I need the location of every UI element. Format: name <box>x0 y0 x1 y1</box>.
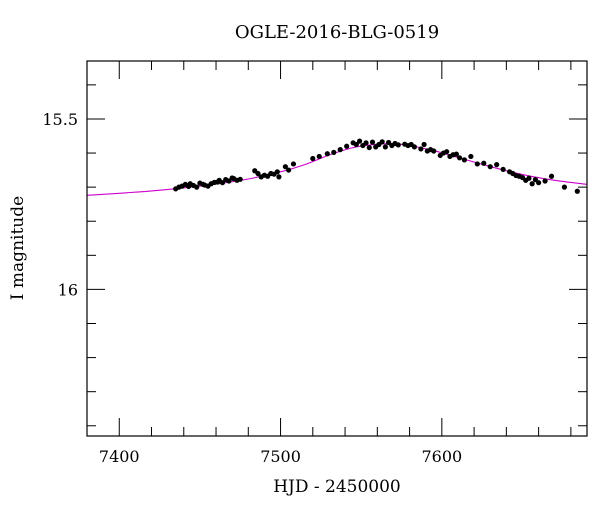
axes-frame <box>86 60 588 437</box>
data-point <box>316 153 322 160</box>
data-point <box>331 149 337 155</box>
data-point <box>369 139 376 145</box>
data-point <box>395 142 401 148</box>
data-point <box>310 155 316 162</box>
data-point <box>363 140 369 146</box>
data-point <box>274 169 280 175</box>
data-point <box>500 166 506 173</box>
data-point <box>494 162 500 168</box>
data-point <box>411 144 418 150</box>
data-point <box>474 161 480 167</box>
data-points-layer <box>173 138 580 194</box>
data-point <box>337 147 343 153</box>
tick-labels: 7400 7500 7600 15.5 16 <box>42 110 462 466</box>
data-point <box>431 148 437 154</box>
data-point <box>532 177 538 183</box>
data-point <box>444 149 450 155</box>
model-curve <box>86 143 588 196</box>
x-tick-label: 7600 <box>421 447 462 466</box>
x-tick-label: 7500 <box>260 447 301 466</box>
data-point <box>526 175 532 181</box>
data-point <box>382 144 388 150</box>
data-point <box>286 167 292 173</box>
data-point <box>324 151 330 157</box>
y-tick-label: 16 <box>58 280 78 299</box>
x-tick-label: 7400 <box>99 447 140 466</box>
data-point <box>487 164 493 170</box>
data-point <box>468 153 474 160</box>
data-point <box>255 170 261 177</box>
y-tick-label: 15.5 <box>42 110 78 129</box>
data-point <box>386 139 392 146</box>
data-point <box>356 138 363 144</box>
data-point <box>536 180 542 186</box>
x-axis-label: HJD - 2450000 <box>273 477 401 497</box>
data-point <box>194 184 200 190</box>
plot-frame <box>86 60 588 437</box>
data-point <box>561 184 568 190</box>
data-point <box>418 146 424 152</box>
data-point <box>237 176 243 182</box>
data-point <box>219 180 226 186</box>
data-point <box>456 155 463 161</box>
data-point <box>421 141 427 148</box>
data-point <box>481 160 487 166</box>
data-point <box>344 143 350 149</box>
data-point <box>548 173 555 179</box>
data-point <box>226 178 232 184</box>
data-point <box>353 141 359 148</box>
data-point <box>574 188 580 194</box>
chart-title: OGLE-2016-BLG-0519 <box>234 22 440 43</box>
model-curve-layer <box>86 143 588 196</box>
data-point <box>276 174 282 180</box>
data-point <box>461 157 468 163</box>
data-point <box>290 161 297 167</box>
data-point <box>282 164 288 170</box>
y-axis-label: I magnitude <box>8 195 28 301</box>
data-point <box>542 178 548 184</box>
data-point <box>366 144 372 151</box>
data-point <box>379 139 385 145</box>
data-point <box>529 181 535 187</box>
data-point <box>453 151 459 157</box>
